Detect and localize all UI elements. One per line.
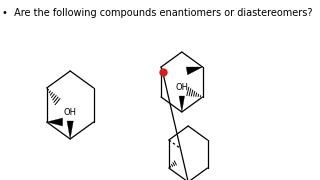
Polygon shape bbox=[179, 96, 185, 112]
Text: OH: OH bbox=[64, 108, 77, 117]
Text: •  Are the following compounds enantiomers or diastereomers?: • Are the following compounds enantiomer… bbox=[2, 8, 313, 18]
Polygon shape bbox=[186, 67, 203, 75]
Polygon shape bbox=[67, 121, 73, 139]
Polygon shape bbox=[47, 118, 63, 126]
Text: OH: OH bbox=[175, 83, 188, 92]
